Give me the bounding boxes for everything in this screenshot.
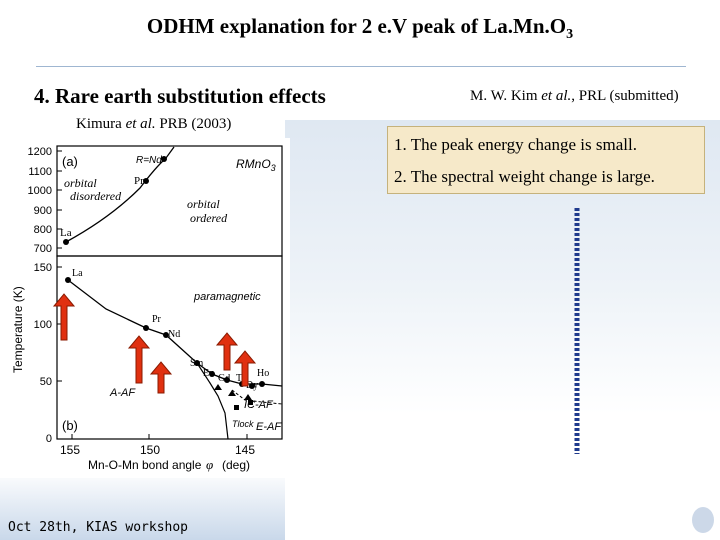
point-triangle-2: [228, 390, 236, 396]
y-tick-1100: 1100: [28, 166, 52, 178]
phase-diagram: 1200 1100 1000 900 800 700 150 100 50 0 …: [0, 138, 290, 478]
point-label-eu: Eu: [203, 368, 214, 379]
point-triangle-1: [214, 384, 222, 390]
dotted-divider: [574, 208, 580, 454]
arrow-up-1: [52, 293, 76, 341]
point-triangle-3: [244, 394, 252, 400]
arrow-up-4: [215, 332, 239, 371]
panel-b-frame: [56, 255, 283, 440]
a-af-label: A-AF: [109, 387, 136, 399]
y-tick-50: 50: [40, 376, 52, 388]
orbital-ordered-1: orbital: [187, 197, 220, 211]
compound-label: RMnO3: [236, 157, 276, 173]
point-gd: [224, 377, 230, 383]
conclusion-point-1: 1. The peak energy change is small.: [394, 135, 637, 154]
point-label-pr: Pr: [152, 314, 162, 325]
point-label-nd: Nd: [168, 329, 180, 340]
figure-background: [0, 138, 290, 478]
point-la-top: [63, 239, 69, 245]
point-pr: [143, 325, 149, 331]
x-tick-150: 150: [140, 443, 160, 457]
point-square-2: [248, 400, 253, 405]
a-af-boundary: [196, 362, 229, 440]
point-dy: [249, 383, 255, 389]
arrow-up-2: [127, 335, 151, 384]
panel-b-label: (b): [62, 418, 78, 433]
conclusion-point-2: 2. The spectral weight change is large.: [394, 167, 655, 186]
x-tick-155: 155: [60, 443, 80, 457]
x-tick-145: 145: [235, 443, 255, 457]
y-tick-150: 150: [34, 262, 52, 274]
x-axis-unit: (deg): [222, 458, 250, 472]
paramagnetic-label: paramagnetic: [193, 291, 261, 303]
corner-logo: [692, 507, 714, 533]
point-la: [65, 277, 71, 283]
y-tick-900: 900: [34, 205, 52, 217]
point-ho: [259, 381, 265, 387]
y-axis-label: Temperature (K): [11, 286, 25, 373]
slide-title: ODHM explanation for 2 e.V peak of La.Mn…: [146, 14, 574, 43]
orbital-ordered-2: ordered: [190, 211, 228, 225]
point-square-1: [234, 405, 239, 410]
conclusion-box: 1. The peak energy change is small. 2. T…: [387, 126, 705, 194]
arrow-up-3: [149, 361, 173, 394]
reference-kim: M. W. Kim et al., PRL (submitted): [470, 88, 679, 104]
point-nd-top: [161, 156, 167, 162]
t-lock-label: Tlock: [232, 419, 254, 429]
arrow-up-5: [233, 350, 257, 387]
x-axis-label: Mn-O-Mn bond angle: [88, 458, 202, 472]
point-label-r-nd: R=Nd: [136, 155, 162, 166]
logo-shape: [692, 507, 714, 533]
title-divider: [36, 66, 686, 67]
background-footer-band: [0, 470, 285, 540]
y-tick-1200: 1200: [28, 146, 52, 158]
point-pr-top: [143, 178, 149, 184]
y-tick-700: 700: [34, 243, 52, 255]
panel-a-label: (a): [62, 154, 78, 169]
point-label-ho: Ho: [257, 368, 269, 379]
footer-text: Oct 28th, KIAS workshop: [8, 520, 189, 535]
orbital-transition-curve: [65, 146, 175, 243]
x-axis-phi: φ: [206, 457, 213, 472]
section-heading: 4. Rare earth substitution effects: [34, 84, 326, 108]
point-eu: [209, 371, 215, 377]
y-tick-100: 100: [34, 319, 52, 331]
point-nd: [163, 332, 169, 338]
reference-kimura: Kimura et al. PRB (2003): [76, 116, 232, 132]
orbital-disordered-1: orbital: [64, 176, 97, 190]
point-label-la: La: [72, 268, 83, 279]
y-tick-0: 0: [46, 433, 52, 445]
point-sm: [194, 360, 200, 366]
orbital-disordered-2: disordered: [70, 189, 122, 203]
y-tick-800: 800: [34, 224, 52, 236]
point-label-la-top: La: [60, 227, 72, 239]
point-label-pr-top: Pr: [134, 175, 144, 187]
e-af-label: E-AF: [256, 421, 282, 433]
y-tick-1000: 1000: [28, 185, 52, 197]
